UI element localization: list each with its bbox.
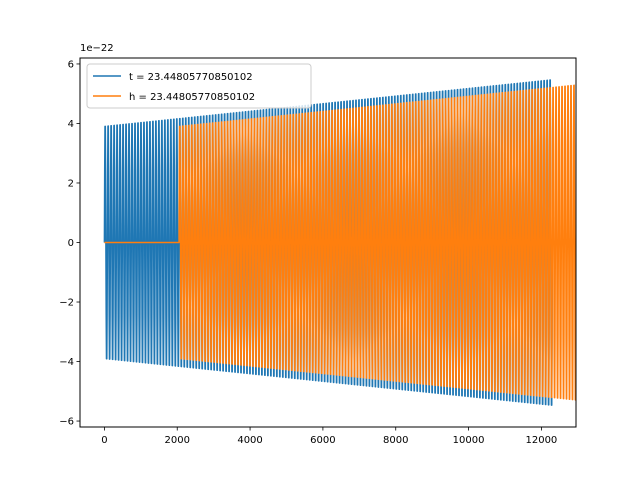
y-tick-label: −2 [59, 298, 74, 309]
legend-box [86, 63, 312, 109]
x-tick-label: 2000 [165, 435, 190, 446]
x-tick-label: 8000 [383, 435, 408, 446]
x-tick-label: 0 [101, 435, 107, 446]
legend-label: t = 23.44805770850102 [129, 72, 253, 83]
series-line-h [104, 84, 576, 401]
x-tick-label: 12000 [525, 435, 557, 446]
series-layer [103, 79, 576, 406]
y-axis: −6 −4 −2 0 2 4 6 [59, 59, 80, 428]
y-tick-label: 6 [68, 59, 74, 70]
legend-label: h = 23.44805770850102 [129, 92, 255, 103]
offset-text: 1e−22 [80, 43, 114, 54]
x-tick-label: 4000 [237, 435, 262, 446]
x-axis: 0 2000 4000 6000 8000 10000 12000 [101, 427, 557, 446]
y-tick-label: 0 [68, 238, 74, 249]
y-tick-label: −4 [59, 357, 74, 368]
x-tick-label: 10000 [453, 435, 485, 446]
y-tick-label: 2 [68, 178, 74, 189]
legend: t = 23.44805770850102 h = 23.448057708501… [86, 63, 312, 109]
y-tick-label: −6 [59, 417, 74, 428]
y-tick-label: 4 [68, 119, 74, 130]
x-tick-label: 6000 [310, 435, 335, 446]
